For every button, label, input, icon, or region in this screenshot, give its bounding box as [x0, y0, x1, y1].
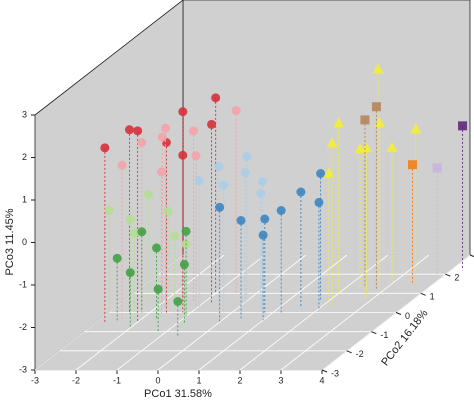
point — [191, 151, 201, 161]
point — [361, 142, 373, 153]
point — [181, 226, 191, 236]
point — [260, 214, 270, 224]
point — [125, 268, 135, 278]
z-tick-label: -1 — [19, 279, 27, 289]
point — [410, 123, 422, 134]
point — [374, 117, 386, 128]
point — [236, 216, 246, 225]
point — [360, 115, 370, 125]
point — [207, 119, 217, 129]
y-tick — [395, 312, 402, 315]
point — [408, 160, 417, 170]
y-tick-label: -2 — [356, 349, 364, 359]
x-tick-label: 2 — [237, 375, 242, 385]
point — [326, 137, 338, 148]
point — [276, 206, 286, 215]
x-tick-label: 0 — [155, 375, 160, 385]
y-tick-label: -1 — [380, 330, 388, 340]
point — [129, 228, 139, 238]
point — [125, 125, 134, 135]
point — [125, 214, 135, 224]
point — [215, 202, 225, 212]
y-tick-label: -3 — [331, 368, 339, 378]
point — [231, 106, 241, 116]
y-tick-label: 2 — [454, 273, 459, 283]
y-tick — [371, 331, 377, 335]
point — [386, 141, 398, 152]
point — [170, 231, 180, 241]
z-tick-label: 2 — [22, 152, 27, 162]
z-tick-label: 1 — [22, 194, 27, 204]
point — [157, 132, 167, 142]
x-axis-title: PCo1 31.58% — [144, 388, 212, 400]
point — [153, 284, 163, 294]
y-tick — [469, 254, 474, 258]
point — [242, 152, 252, 161]
point — [240, 168, 250, 178]
point — [179, 260, 189, 269]
point — [316, 169, 326, 178]
x-tick-label: -2 — [72, 375, 80, 385]
point — [173, 297, 183, 306]
x-tick-label: -1 — [113, 375, 121, 385]
point — [143, 190, 153, 200]
point — [258, 230, 268, 240]
point — [178, 150, 188, 160]
back-wall — [182, 0, 471, 256]
y-tick-label: 0 — [405, 311, 410, 321]
point — [189, 126, 198, 136]
y-tick — [445, 273, 451, 277]
point — [163, 206, 173, 216]
point — [333, 117, 345, 128]
x-tick-label: 3 — [278, 375, 283, 385]
z-axis-title: PCo3 11.45% — [4, 208, 16, 275]
x-tick-label: 1 — [196, 375, 201, 385]
point — [152, 243, 162, 253]
y-tick — [321, 369, 328, 373]
point — [156, 167, 166, 177]
point — [219, 180, 229, 190]
point — [214, 162, 224, 171]
point — [137, 138, 147, 147]
z-tick-label: 0 — [22, 237, 27, 247]
point — [112, 253, 122, 263]
point — [371, 102, 381, 112]
z-tick-label: 3 — [22, 109, 27, 119]
point — [117, 160, 127, 170]
y-tick — [346, 350, 352, 354]
point — [178, 107, 188, 117]
point — [257, 177, 267, 187]
point — [296, 187, 306, 197]
x-tick-label: 4 — [319, 375, 324, 385]
point — [372, 63, 384, 74]
x-tick-label: -3 — [31, 375, 39, 385]
point — [211, 93, 221, 103]
point — [133, 126, 143, 136]
point — [161, 123, 171, 133]
y-tick — [420, 292, 426, 296]
z-tick-label: -2 — [19, 322, 27, 332]
z-tick-label: -3 — [19, 364, 27, 374]
point — [432, 163, 442, 173]
point — [137, 227, 147, 237]
point — [256, 189, 266, 198]
y-tick-label: 1 — [430, 292, 435, 302]
point — [458, 121, 468, 131]
point — [314, 197, 324, 207]
point — [100, 143, 110, 153]
point — [194, 176, 204, 186]
point — [104, 206, 114, 215]
point — [323, 167, 335, 178]
